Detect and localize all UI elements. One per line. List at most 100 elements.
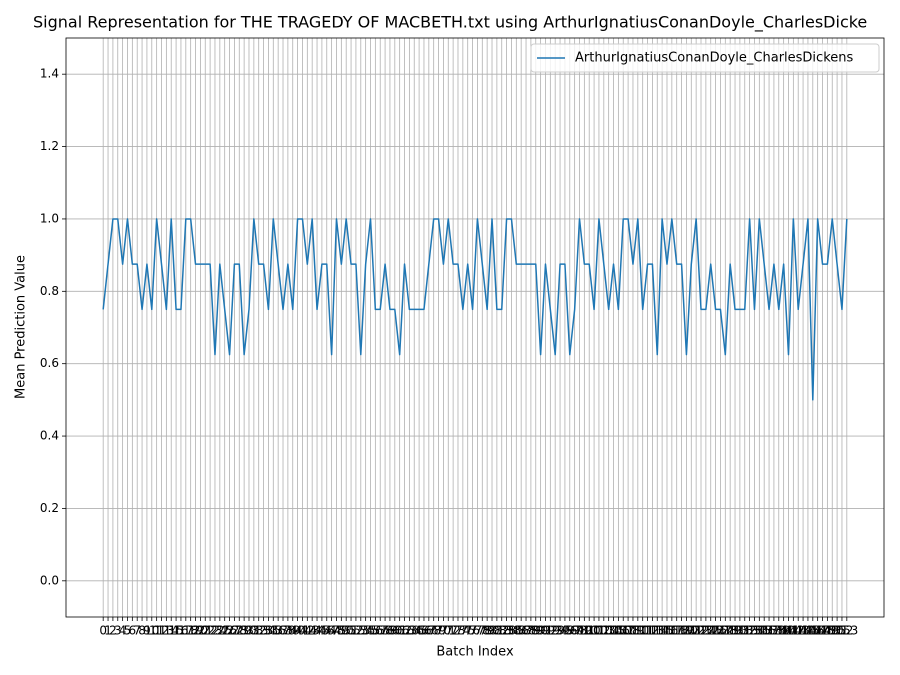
x-tick-label: 37 [275,624,290,638]
x-tick-label: 77 [470,624,485,638]
x-tick-label: 4 [119,624,127,638]
x-tick-label: 46 [319,624,334,638]
x-tick-label: 40 [290,624,305,638]
x-axis-label: Batch Index [436,645,514,660]
x-tick-label: 100 [578,624,601,638]
x-tick-label: 114 [646,624,669,638]
x-tick-label: 89 [528,624,543,638]
x-tick-label: 90 [533,624,548,638]
x-tick-label: 62 [397,624,412,638]
x-tick-label: 19 [188,624,203,638]
x-tick-label: 126 [704,624,727,638]
x-tick-label: 71 [441,624,456,638]
plot-frame [65,37,885,618]
x-tick-label: 128 [714,624,737,638]
x-tick-label: 81 [489,624,504,638]
x-tick-label: 118 [665,624,688,638]
x-tick-label: 74 [455,624,470,638]
x-tick-label: 147 [806,624,829,638]
x-tick-label: 124 [694,624,717,638]
y-tick-label: 0.0 [40,573,59,587]
x-tick-label: 34 [261,624,276,638]
x-tick-label: 78 [475,624,490,638]
x-tick-label: 3 [114,624,122,638]
x-tick-label: 112 [636,624,659,638]
legend-label: ArthurIgnatiusConanDoyle_CharlesDickens [575,51,853,66]
x-tick-label: 24 [212,624,227,638]
x-tick-label: 119 [670,624,693,638]
x-tick-label: 120 [675,624,698,638]
x-tick-label: 148 [811,624,834,638]
x-tick-label: 80 [484,624,499,638]
x-tick-label: 55 [363,624,378,638]
x-tick-label: 35 [266,624,281,638]
x-tick-label: 9 [143,624,151,638]
x-tick-label: 101 [583,624,606,638]
x-tick-label: 107 [612,624,635,638]
x-tick-label: 92 [543,624,558,638]
x-tick-label: 25 [217,624,232,638]
x-tick-label: 129 [719,624,742,638]
x-tick-label: 117 [660,624,683,638]
x-tick-label: 82 [494,624,509,638]
x-tick-label: 145 [796,624,819,638]
x-tick-label: 116 [656,624,679,638]
x-tick-label: 91 [538,624,553,638]
x-tick-label: 135 [748,624,771,638]
x-tick-label: 122 [685,624,708,638]
x-tick-label: 140 [772,624,795,638]
legend: ArthurIgnatiusConanDoyle_CharlesDickens [530,43,880,73]
x-tick-label: 36 [271,624,286,638]
x-tick-label: 150 [821,624,844,638]
x-tick-label: 33 [256,624,271,638]
x-tick-label: 2 [109,624,117,638]
x-tick-label: 70 [436,624,451,638]
x-tick-label: 39 [285,624,300,638]
y-tick-label: 1.0 [40,211,59,225]
x-tick-label: 94 [552,624,567,638]
x-tick-label: 12 [154,624,169,638]
x-tick-label: 44 [309,624,324,638]
x-tick-label: 72 [445,624,460,638]
x-tick-label: 57 [373,624,388,638]
x-tick-label: 17 [178,624,193,638]
x-tick-label: 152 [831,624,854,638]
x-tick-label: 22 [202,624,217,638]
x-tick-label: 29 [236,624,251,638]
x-tick-label: 20 [193,624,208,638]
x-tick-label: 106 [607,624,630,638]
x-tick-label: 0 [99,624,107,638]
x-tick-label: 75 [460,624,475,638]
x-tick-label: 127 [709,624,732,638]
x-tick-label: 38 [280,624,295,638]
x-tick-label: 139 [767,624,790,638]
x-tick-label: 42 [300,624,315,638]
x-tick-label: 141 [777,624,800,638]
x-tick-label: 115 [651,624,674,638]
y-tick-label: 1.2 [40,139,59,153]
x-tick-label: 61 [392,624,407,638]
legend-box [530,43,880,73]
x-tick-label: 98 [572,624,587,638]
x-tick-label: 43 [305,624,320,638]
x-tick-label: 60 [387,624,402,638]
y-axis-label: Mean Prediction Value [14,255,29,399]
x-tick-label: 108 [617,624,640,638]
x-tick-label: 5 [124,624,132,638]
x-tick-label: 41 [295,624,310,638]
x-tick-label: 65 [411,624,426,638]
x-tick-label: 86 [514,624,529,638]
x-tick-label: 103 [592,624,615,638]
x-tick-label: 143 [787,624,810,638]
x-tick-label: 109 [622,624,645,638]
x-tick-label: 54 [358,624,373,638]
x-tick-label: 11 [149,624,164,638]
x-tick-label: 111 [631,624,654,638]
x-tick-label: 132 [733,624,756,638]
x-tick-label: 50 [339,624,354,638]
x-tick-label: 99 [577,624,592,638]
x-tick-label: 30 [241,624,256,638]
x-tick-label: 49 [334,624,349,638]
x-tick-label: 1 [104,624,112,638]
